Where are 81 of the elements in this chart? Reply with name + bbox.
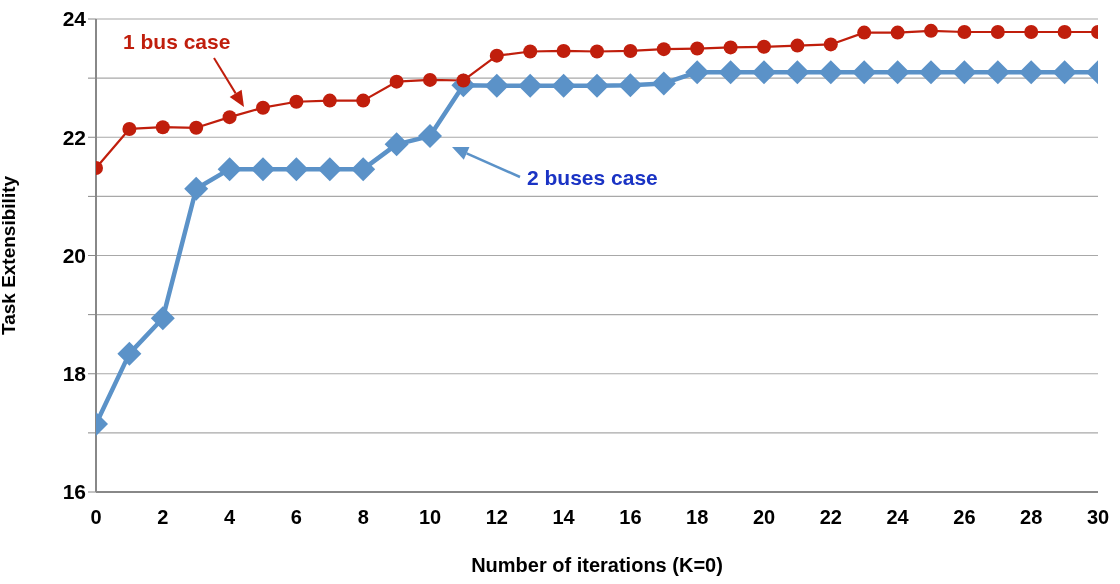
point <box>155 120 170 135</box>
point <box>924 23 938 38</box>
point <box>952 60 977 85</box>
point <box>1052 60 1077 85</box>
point <box>818 60 843 85</box>
point <box>1024 25 1039 40</box>
x-tick-label: 22 <box>819 506 842 529</box>
x-tick-label: 6 <box>290 506 302 529</box>
x-tick-label: 20 <box>752 506 776 529</box>
point <box>423 72 437 87</box>
point <box>551 73 576 98</box>
point <box>351 157 376 182</box>
point <box>890 25 905 40</box>
point <box>651 71 676 96</box>
text: 1 bus case <box>123 30 231 53</box>
point <box>585 73 609 98</box>
point <box>885 60 910 85</box>
point <box>389 74 404 89</box>
point <box>623 43 638 58</box>
y-tick-label: 18 <box>62 362 87 386</box>
x-tick-label: 16 <box>619 506 642 529</box>
point <box>752 60 776 85</box>
point <box>122 121 137 136</box>
point <box>256 100 270 115</box>
point <box>618 73 643 98</box>
point <box>1057 25 1072 40</box>
point <box>184 176 209 201</box>
point <box>690 41 705 56</box>
point <box>857 25 872 40</box>
point <box>117 341 142 366</box>
x-tick-label: 26 <box>953 506 976 529</box>
x-tick-label: 2 <box>157 506 169 529</box>
point <box>189 120 204 135</box>
y-axis-title: Task Extensibility <box>0 175 19 336</box>
x-tick-label: 12 <box>485 506 508 529</box>
point <box>985 60 1010 85</box>
point <box>1019 60 1044 85</box>
point <box>284 157 309 182</box>
point <box>489 48 504 63</box>
point <box>556 43 571 58</box>
point <box>723 40 738 55</box>
x-tick-label: 30 <box>1086 506 1110 529</box>
point <box>852 60 877 85</box>
point <box>590 44 604 59</box>
point <box>685 60 710 85</box>
point <box>289 94 304 109</box>
point <box>919 60 943 85</box>
point <box>317 157 342 182</box>
legend-label: 2 buses case <box>527 166 658 189</box>
point <box>484 73 509 98</box>
point <box>418 124 442 149</box>
point <box>384 132 409 157</box>
point <box>518 73 543 98</box>
point <box>718 60 743 85</box>
x-tick-label: 4 <box>224 506 237 529</box>
x-axis-title: Number of iterations (K=0) <box>471 554 723 576</box>
point <box>823 37 838 52</box>
x-tick-label: 18 <box>686 506 709 529</box>
point <box>322 93 337 108</box>
y-tick-label: 22 <box>62 125 86 149</box>
point <box>785 60 810 85</box>
y-tick-label: 24 <box>62 7 87 31</box>
point <box>356 93 371 108</box>
y-tick-label: 16 <box>62 480 86 504</box>
point <box>251 157 275 182</box>
x-tick-label: 14 <box>552 506 576 529</box>
point <box>150 306 175 331</box>
point <box>217 157 242 182</box>
x-tick-label: 28 <box>1020 506 1043 529</box>
x-tick-label: 10 <box>418 506 442 529</box>
x-tick-label: 0 <box>90 506 102 529</box>
x-tick-label: 8 <box>357 506 369 529</box>
x-tick-label: 24 <box>886 506 910 529</box>
y-tick-label: 20 <box>62 243 86 267</box>
point <box>957 25 972 40</box>
point <box>790 38 805 53</box>
point <box>656 42 671 57</box>
point <box>222 110 237 125</box>
point <box>523 44 538 59</box>
point <box>990 25 1005 40</box>
point <box>757 39 771 54</box>
